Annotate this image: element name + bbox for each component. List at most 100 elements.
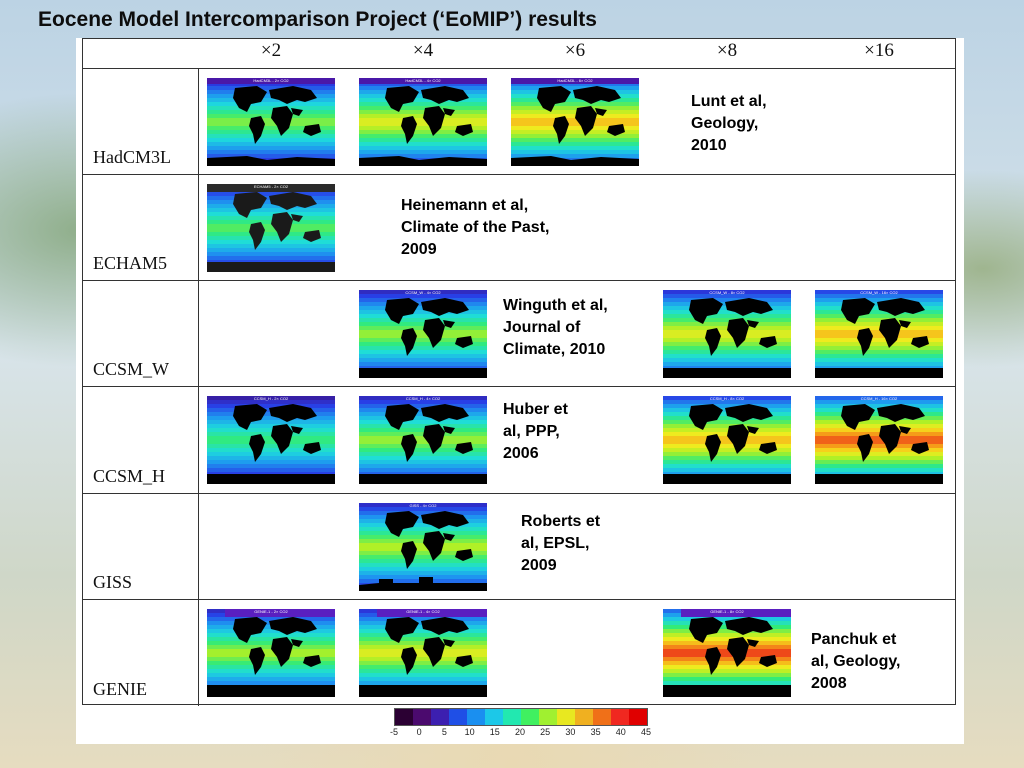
- column-header: ×6: [564, 40, 586, 61]
- colorbar-swatch: [449, 709, 467, 725]
- reference-citation: Panchuk et al, Geology, 2008: [811, 629, 901, 695]
- colorbar-tick: 5: [441, 727, 447, 737]
- sst-map: GENIE-1 - 8× CO2: [663, 609, 791, 697]
- reference-line: Climate, 2010: [503, 341, 606, 358]
- map-caption: CCSM_W - 8× CO2: [709, 290, 745, 295]
- colorbar-swatch: [503, 709, 521, 725]
- colorbar-swatch: [593, 709, 611, 725]
- map-caption: HadCM3L - 2× CO2: [253, 78, 289, 83]
- colorbar-swatch: [539, 709, 557, 725]
- colorbar-swatch: [611, 709, 629, 725]
- sst-map: CCSM_H - 8× CO2: [663, 396, 791, 484]
- sst-map: GENIE-1 - 4× CO2: [359, 609, 487, 697]
- reference-line: Roberts et: [521, 513, 601, 530]
- model-label-cell: HadCM3L: [83, 69, 199, 174]
- map-caption: CCSM_H - 8× CO2: [709, 396, 745, 401]
- sst-map: GENIE-1 - 2× CO2: [207, 609, 335, 697]
- colorbar-tick: -5: [389, 727, 399, 737]
- colorbar-tick-labels: -5 0 5 10 15 20 25 30 35 40 45: [384, 727, 656, 739]
- map-caption: CCSM_H - 16× CO2: [860, 396, 898, 401]
- model-label-cell: GENIE: [83, 600, 199, 706]
- model-label-cell: GISS: [83, 494, 199, 599]
- map-caption: GENIE-1 - 8× CO2: [710, 609, 744, 614]
- colorbar-tick: 35: [590, 727, 601, 737]
- reference-line: Winguth et al,: [503, 297, 608, 314]
- reference-citation: Heinemann et al, Climate of the Past, 2009: [401, 195, 549, 261]
- model-name: CCSM_H: [93, 466, 166, 486]
- results-grid: ×2 ×4 ×6 ×8 ×16 HadCM3L HadCM3L - 2× CO2 Had…: [82, 38, 956, 706]
- reference-line: 2006: [503, 445, 539, 462]
- model-label-cell: CCSM_H: [83, 387, 199, 493]
- reference-line: Heinemann et al,: [401, 197, 529, 214]
- colorbar-swatch: [413, 709, 431, 725]
- sst-map: CCSM_W - 16× CO2: [815, 290, 943, 378]
- sst-map: CCSM_W - 4× CO2: [359, 290, 487, 378]
- colorbar-swatch: [521, 709, 539, 725]
- column-header: ×8: [716, 40, 738, 61]
- colorbar-tick: 0: [416, 727, 422, 737]
- colorbar-swatch: [557, 709, 575, 725]
- column-header: ×2: [260, 40, 282, 61]
- model-row-genie: GENIE GENIE-1 - 2× CO2 GENIE-1 - 4× CO2 …: [83, 600, 955, 706]
- reference-line: Huber et: [503, 401, 568, 418]
- colorbar-swatch: [575, 709, 593, 725]
- model-name: ECHAM5: [93, 253, 168, 273]
- colorbar-tick: 40: [615, 727, 626, 737]
- map-caption: HadCM3L - 4× CO2: [405, 78, 441, 83]
- colorbar-tick: 20: [514, 727, 526, 737]
- model-row-echam5: ECHAM5 ECHAM5 - 2× CO2 Heinemann et al, Cl…: [83, 175, 955, 281]
- sst-map: HadCM3L - 2× CO2: [207, 78, 335, 166]
- sst-map: HadCM3L - 6× CO2: [511, 78, 639, 166]
- model-row-ccsm-h: CCSM_H CCSM_H - 2× CO2 CCSM_H - 4× CO2 C…: [83, 387, 955, 494]
- colorbar-swatch: [431, 709, 449, 725]
- colorbar-tick: 30: [565, 727, 576, 737]
- colorbar-tick: 15: [489, 727, 500, 737]
- colorbar-tick: 10: [464, 727, 475, 737]
- sst-map: ECHAM5 - 2× CO2: [207, 184, 335, 272]
- model-row-ccsm-w: CCSM_W CCSM_W - 4× CO2 CCSM_W - 8× CO2 C…: [83, 281, 955, 387]
- reference-line: Climate of the Past,: [401, 219, 550, 236]
- model-row-hadcm3l: HadCM3L HadCM3L - 2× CO2 HadCM3L - 4× CO…: [83, 69, 955, 175]
- slide-title: Eocene Model Intercomparison Project (‘E…: [38, 8, 597, 31]
- colorbar-swatch: [485, 709, 503, 725]
- column-header-row: ×2 ×4 ×6 ×8 ×16: [83, 39, 955, 69]
- reference-line: 2009: [401, 241, 437, 258]
- model-name: GENIE: [93, 679, 147, 699]
- map-caption: CCSM_H - 2× CO2: [253, 396, 289, 401]
- sst-map: CCSM_H - 16× CO2: [815, 396, 943, 484]
- sst-map: GISS - 4× CO2: [359, 503, 487, 591]
- model-name: HadCM3L: [93, 147, 171, 167]
- reference-line: al, Geology,: [811, 653, 901, 670]
- reference-line: 2009: [521, 557, 557, 574]
- model-row-giss: GISS GISS - 4× CO2 Roberts et al, EPSL, 200…: [83, 494, 955, 600]
- colorbar-tick: 25: [540, 727, 551, 737]
- temperature-colorbar: [394, 708, 648, 726]
- colorbar-swatch: [629, 709, 647, 725]
- map-caption: HadCM3L - 6× CO2: [557, 78, 593, 83]
- reference-line: Lunt et al,: [691, 93, 767, 110]
- reference-citation: Lunt et al, Geology, 2010: [691, 91, 767, 157]
- figure-panel: ×2 ×4 ×6 ×8 ×16 HadCM3L HadCM3L - 2× CO2 Had…: [76, 38, 964, 744]
- sst-map: CCSM_H - 4× CO2: [359, 396, 487, 484]
- reference-line: 2010: [691, 137, 727, 154]
- reference-citation: Roberts et al, EPSL, 2009: [521, 511, 600, 577]
- reference-line: Panchuk et: [811, 631, 897, 648]
- sst-map: CCSM_W - 8× CO2: [663, 290, 791, 378]
- reference-citation: Huber et al, PPP, 2006: [503, 399, 568, 465]
- sst-map: CCSM_H - 2× CO2: [207, 396, 335, 484]
- reference-line: Geology,: [691, 115, 759, 132]
- map-caption: ECHAM5 - 2× CO2: [253, 184, 289, 189]
- map-caption: CCSM_W - 4× CO2: [405, 290, 441, 295]
- reference-line: al, PPP,: [503, 423, 560, 440]
- reference-line: al, EPSL,: [521, 535, 590, 552]
- reference-line: Journal of: [503, 319, 581, 336]
- colorbar-swatch: [395, 709, 413, 725]
- map-caption: CCSM_H - 4× CO2: [405, 396, 441, 401]
- model-name: GISS: [93, 572, 133, 592]
- column-header: ×16: [864, 40, 894, 61]
- map-caption: GISS - 4× CO2: [409, 503, 437, 508]
- colorbar-swatch: [467, 709, 485, 725]
- reference-citation: Winguth et al, Journal of Climate, 2010: [503, 295, 608, 361]
- map-caption: GENIE-1 - 2× CO2: [254, 609, 288, 614]
- column-header: ×4: [412, 40, 434, 61]
